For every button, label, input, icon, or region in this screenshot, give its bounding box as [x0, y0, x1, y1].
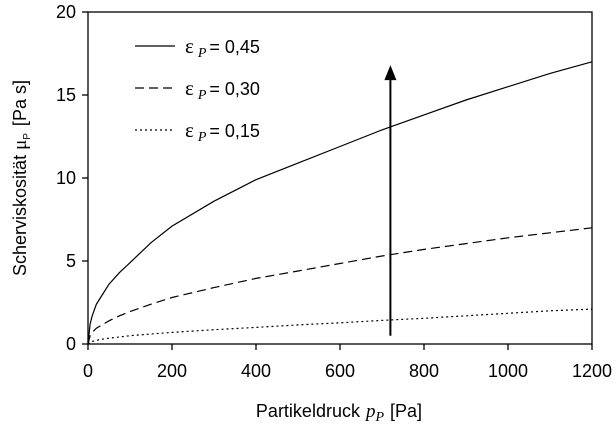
legend-label-2: ε P = 0,30	[185, 76, 260, 103]
series-line-2	[87, 227, 593, 345]
legend-subscript: P	[197, 46, 207, 61]
legend-symbol: ε	[185, 76, 194, 100]
plot-frame	[87, 11, 593, 345]
x-axis-title-unit: [Pa]	[390, 401, 422, 421]
y-axis-title-text: Scherviskosität	[10, 155, 30, 276]
y-axis-title-symbol: μ	[10, 140, 31, 150]
legend-value: = 0,45	[209, 37, 260, 57]
x-axis-ticks: 0 200 400 600 800 1000 1200	[83, 344, 612, 381]
plot-border	[87, 11, 593, 345]
x-axis-title-symbol: p	[364, 401, 376, 422]
series-line-3	[87, 308, 593, 345]
legend-value: = 0,30	[209, 79, 260, 99]
annotation-arrow	[384, 65, 397, 336]
y-tick-label: 10	[56, 168, 76, 188]
x-tick-label: 400	[241, 361, 271, 381]
legend-subscript: P	[197, 88, 207, 103]
x-tick-label: 800	[409, 361, 439, 381]
series-lines	[87, 61, 593, 345]
series-line-1	[87, 61, 593, 345]
y-axis-title-unit: [Pa s]	[10, 80, 30, 126]
y-axis-title-subscript: P	[22, 133, 33, 140]
x-axis-title-text: Partikeldruck	[256, 401, 361, 421]
legend-symbol: ε	[185, 118, 194, 142]
legend-value: = 0,15	[209, 121, 260, 141]
y-axis-title: Scherviskosität μP [Pa s]	[10, 80, 33, 276]
legend: ε P = 0,45ε P = 0,30ε P = 0,15	[135, 34, 260, 145]
x-tick-label: 1000	[488, 361, 528, 381]
legend-label-3: ε P = 0,15	[185, 118, 260, 145]
y-tick-label: 20	[56, 2, 76, 22]
arrow-head	[384, 65, 397, 81]
x-tick-label: 600	[325, 361, 355, 381]
x-tick-label: 0	[83, 361, 93, 381]
legend-label-1: ε P = 0,45	[185, 34, 260, 61]
legend-symbol: ε	[185, 34, 194, 58]
y-tick-label: 15	[56, 85, 76, 105]
legend-subscript: P	[197, 130, 207, 145]
x-tick-label: 200	[157, 361, 187, 381]
y-axis-ticks: 0 5 10 15 20	[56, 2, 88, 354]
y-tick-label: 0	[66, 334, 76, 354]
y-tick-label: 5	[66, 251, 76, 271]
x-axis-title-subscript: P	[374, 410, 384, 425]
x-axis-title: Partikeldruck pP [Pa]	[256, 401, 422, 425]
x-tick-label: 1200	[572, 361, 612, 381]
